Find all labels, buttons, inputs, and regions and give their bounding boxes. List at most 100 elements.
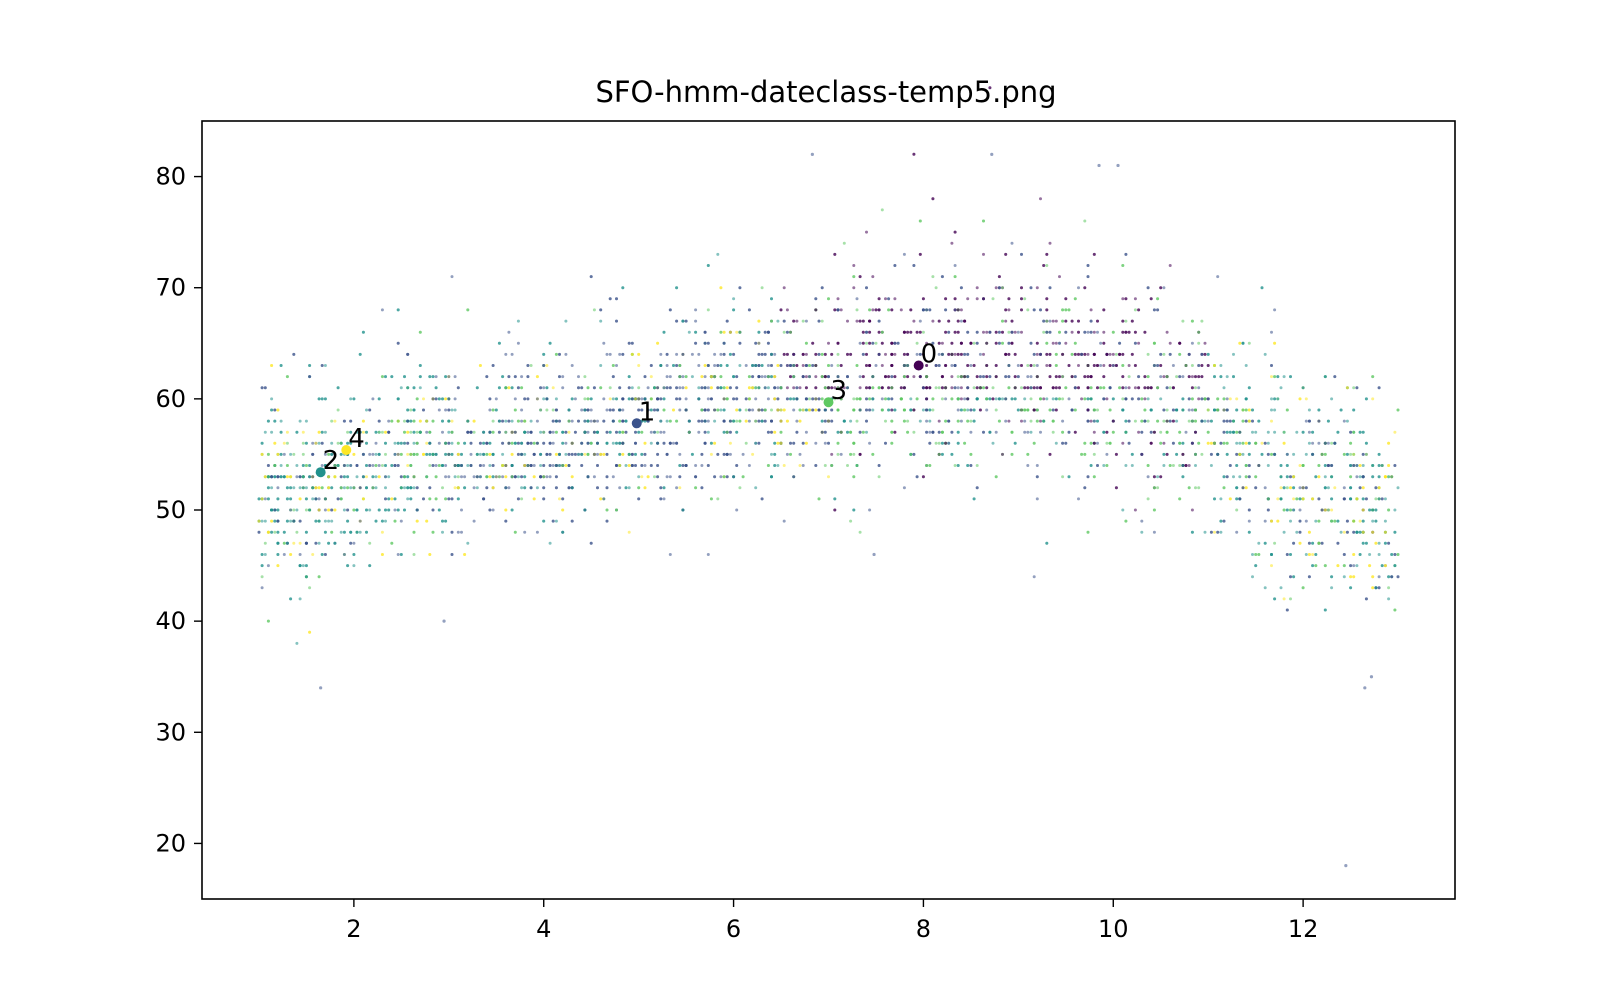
data-point	[276, 486, 280, 490]
data-point	[763, 408, 767, 412]
data-point	[507, 330, 511, 334]
data-point	[1241, 452, 1245, 456]
data-point	[1184, 364, 1188, 367]
data-point	[1073, 408, 1077, 412]
data-point	[1323, 452, 1327, 456]
data-point	[504, 464, 508, 467]
data-point	[301, 564, 305, 568]
data-point	[975, 286, 979, 290]
data-point	[308, 475, 312, 479]
data-point	[554, 475, 558, 479]
data-point	[937, 386, 941, 390]
data-point	[1361, 475, 1365, 479]
data-point	[520, 408, 524, 412]
data-point	[403, 508, 406, 512]
data-point	[722, 330, 726, 334]
data-point	[858, 397, 862, 401]
data-point	[770, 419, 773, 423]
data-point	[713, 408, 717, 412]
data-point	[1317, 419, 1321, 423]
data-point	[978, 375, 982, 379]
data-point	[1121, 352, 1125, 356]
data-point	[1254, 553, 1258, 556]
data-point	[444, 408, 448, 412]
data-point	[738, 286, 742, 290]
data-point	[1137, 341, 1141, 345]
data-point	[937, 441, 941, 445]
data-point	[380, 430, 384, 434]
data-point	[760, 286, 764, 290]
data-point	[504, 386, 508, 390]
data-point	[849, 430, 853, 434]
data-point	[836, 408, 840, 412]
data-point	[415, 430, 419, 434]
data-point	[1304, 397, 1308, 401]
data-point	[441, 464, 444, 467]
data-point	[304, 441, 308, 445]
data-point	[491, 408, 495, 412]
data-point	[1377, 452, 1381, 456]
data-point	[665, 375, 669, 379]
data-point	[545, 386, 549, 390]
data-point	[744, 397, 748, 401]
data-point	[1320, 508, 1324, 512]
data-point	[969, 419, 973, 423]
data-point	[1301, 464, 1305, 467]
data-point	[776, 386, 780, 390]
data-point	[1323, 375, 1327, 379]
data-point	[1307, 408, 1311, 412]
data-point	[649, 441, 653, 445]
data-point	[349, 530, 353, 534]
data-point	[902, 352, 906, 356]
data-point	[792, 375, 796, 379]
data-point	[716, 452, 720, 456]
data-point	[1061, 319, 1065, 323]
data-point	[516, 341, 520, 345]
data-point	[1146, 352, 1150, 356]
data-point	[513, 408, 517, 412]
data-point	[1190, 508, 1194, 512]
data-point	[893, 352, 897, 356]
data-point	[526, 430, 530, 434]
data-point	[323, 430, 327, 434]
data-point	[1219, 364, 1223, 367]
data-point	[1314, 519, 1318, 523]
data-point	[1013, 386, 1017, 390]
data-point	[1035, 408, 1039, 412]
data-point	[665, 419, 669, 423]
data-point	[399, 519, 403, 523]
data-point	[618, 430, 622, 434]
data-point	[447, 441, 451, 445]
data-point	[839, 308, 843, 312]
data-point	[953, 264, 957, 267]
data-point	[1124, 252, 1128, 256]
data-point	[507, 419, 511, 423]
data-point	[1241, 419, 1245, 423]
data-point	[292, 541, 296, 545]
data-point	[937, 352, 941, 356]
data-point	[982, 352, 985, 356]
data-point	[1054, 341, 1058, 345]
data-point	[1263, 541, 1267, 545]
data-point	[450, 408, 454, 412]
data-point	[1029, 397, 1033, 401]
data-point	[1326, 508, 1330, 512]
data-point	[1077, 364, 1080, 367]
data-point	[1235, 464, 1239, 467]
data-point	[1083, 330, 1087, 334]
data-point	[510, 508, 514, 512]
data-point	[1247, 341, 1251, 345]
data-point	[1307, 530, 1311, 534]
data-point	[1133, 419, 1137, 423]
data-point	[637, 364, 641, 367]
data-point	[1029, 419, 1033, 423]
data-point	[1317, 441, 1321, 445]
data-point	[599, 386, 603, 390]
data-point	[700, 386, 704, 390]
data-point	[637, 497, 641, 501]
data-point	[649, 464, 653, 467]
data-point	[1140, 397, 1144, 401]
data-point	[1102, 308, 1106, 312]
data-point	[1364, 597, 1368, 601]
data-point	[1307, 575, 1311, 579]
